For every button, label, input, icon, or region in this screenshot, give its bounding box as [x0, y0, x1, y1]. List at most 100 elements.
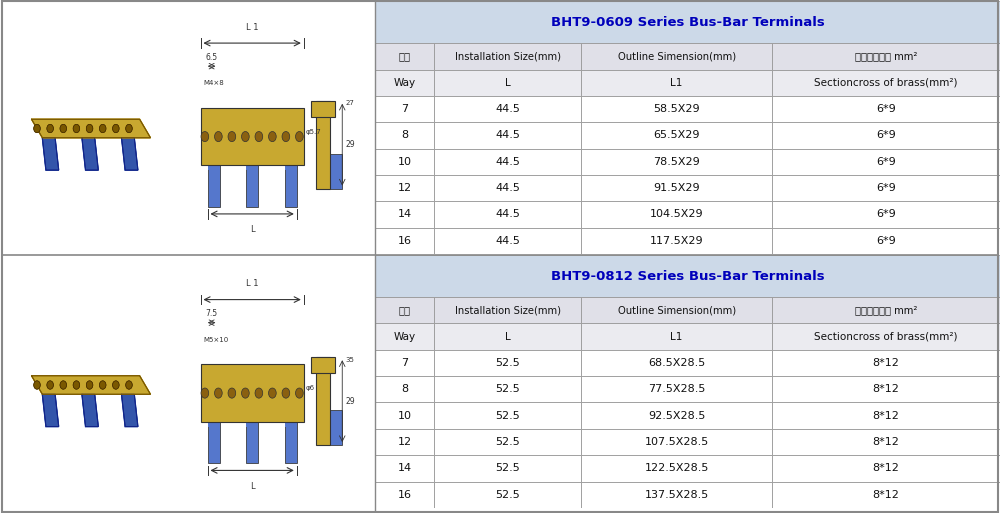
Text: L: L: [250, 482, 254, 491]
Bar: [434, 175, 581, 201]
Polygon shape: [42, 138, 59, 170]
Bar: [246, 161, 258, 170]
Polygon shape: [42, 394, 59, 426]
Text: BHT9-0812 Series Bus-Bar Terminals: BHT9-0812 Series Bus-Bar Terminals: [551, 269, 824, 283]
Text: 52.5: 52.5: [495, 490, 520, 500]
Bar: [434, 403, 581, 429]
Circle shape: [215, 388, 222, 398]
Circle shape: [86, 381, 93, 389]
Text: L1: L1: [670, 77, 683, 88]
Bar: [434, 297, 581, 324]
Polygon shape: [122, 394, 138, 426]
Text: 16: 16: [398, 236, 412, 246]
Text: 8*12: 8*12: [872, 358, 899, 368]
Bar: [375, 455, 434, 482]
Bar: [772, 175, 1000, 201]
Bar: [285, 418, 297, 427]
Bar: [375, 149, 434, 175]
Bar: [581, 324, 772, 350]
Bar: [434, 228, 581, 254]
Text: 孔数: 孔数: [399, 51, 411, 62]
Bar: [772, 96, 1000, 122]
Text: 6*9: 6*9: [876, 209, 896, 220]
Bar: [581, 201, 772, 228]
Polygon shape: [42, 394, 59, 426]
Polygon shape: [32, 376, 150, 394]
Text: 29: 29: [346, 140, 355, 149]
Text: 78.5X29: 78.5X29: [653, 157, 700, 167]
Bar: [375, 255, 1000, 297]
Bar: [246, 165, 258, 207]
Bar: [375, 228, 434, 254]
Bar: [581, 350, 772, 376]
Circle shape: [34, 124, 40, 133]
Text: 52.5: 52.5: [495, 384, 520, 394]
Text: 銅件横截面积 mm²: 銅件横截面积 mm²: [855, 51, 917, 62]
Text: 14: 14: [398, 463, 412, 473]
Circle shape: [73, 124, 80, 133]
Text: 6*9: 6*9: [876, 157, 896, 167]
Text: 8*12: 8*12: [872, 490, 899, 500]
Text: 117.5X29: 117.5X29: [650, 236, 703, 246]
Circle shape: [34, 381, 40, 389]
Text: L: L: [505, 77, 511, 88]
Text: 44.5: 44.5: [495, 130, 520, 141]
Circle shape: [269, 388, 276, 398]
Circle shape: [47, 124, 53, 133]
Bar: [316, 357, 330, 445]
Circle shape: [47, 381, 53, 389]
Bar: [772, 482, 1000, 508]
Bar: [772, 201, 1000, 228]
Circle shape: [126, 381, 132, 389]
Text: 91.5X29: 91.5X29: [653, 183, 700, 193]
Bar: [208, 418, 220, 427]
Text: M5×10: M5×10: [203, 337, 228, 343]
Text: φ6: φ6: [306, 385, 315, 391]
Text: 52.5: 52.5: [495, 411, 520, 421]
Bar: [285, 161, 297, 170]
Bar: [208, 161, 220, 170]
Text: L 1: L 1: [246, 279, 258, 288]
Bar: [772, 122, 1000, 149]
Bar: [581, 96, 772, 122]
Bar: [375, 1, 1000, 43]
Text: 27: 27: [346, 100, 355, 106]
Bar: [434, 376, 581, 403]
Text: 77.5X28.5: 77.5X28.5: [648, 384, 705, 394]
Text: 7: 7: [401, 358, 408, 368]
Circle shape: [73, 381, 80, 389]
Polygon shape: [42, 138, 59, 170]
Bar: [375, 324, 434, 350]
Bar: [581, 376, 772, 403]
Text: Outline Simension(mm): Outline Simension(mm): [618, 305, 736, 315]
Bar: [581, 175, 772, 201]
Bar: [772, 429, 1000, 455]
Bar: [772, 43, 1000, 70]
Text: 44.5: 44.5: [495, 104, 520, 114]
Circle shape: [99, 381, 106, 389]
Bar: [330, 154, 342, 189]
Bar: [772, 455, 1000, 482]
Bar: [375, 350, 434, 376]
Text: 6*9: 6*9: [876, 236, 896, 246]
Bar: [375, 297, 434, 324]
Text: 10: 10: [398, 157, 412, 167]
Circle shape: [242, 131, 249, 142]
Bar: [375, 201, 434, 228]
Bar: [311, 101, 335, 117]
Bar: [375, 122, 434, 149]
Text: 8*12: 8*12: [872, 411, 899, 421]
Circle shape: [228, 131, 236, 142]
Text: 10: 10: [398, 411, 412, 421]
Bar: [434, 455, 581, 482]
Circle shape: [201, 388, 209, 398]
Bar: [581, 403, 772, 429]
Bar: [330, 410, 342, 445]
Circle shape: [60, 124, 67, 133]
Polygon shape: [32, 120, 150, 138]
Circle shape: [34, 381, 40, 389]
Circle shape: [86, 124, 93, 133]
Text: 68.5X28.5: 68.5X28.5: [648, 358, 705, 368]
Text: Installation Size(mm): Installation Size(mm): [455, 51, 561, 62]
Circle shape: [113, 381, 119, 389]
